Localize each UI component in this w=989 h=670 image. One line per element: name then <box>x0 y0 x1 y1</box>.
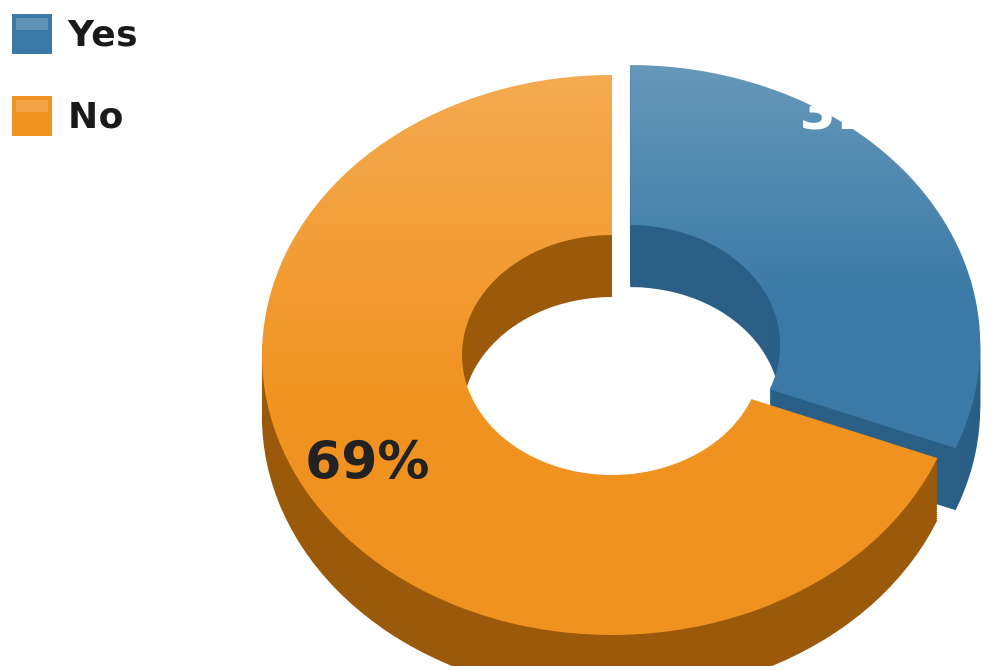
legend: Yes No <box>12 14 138 178</box>
legend-label-yes: Yes <box>68 13 139 55</box>
legend-label-no: No <box>68 95 124 137</box>
legend-item-yes: Yes <box>12 13 139 55</box>
legend-swatch-no <box>12 96 52 136</box>
legend-item-no: No <box>12 95 138 137</box>
data-label-no: 69% <box>305 431 429 491</box>
legend-swatch-yes <box>12 14 52 54</box>
slice-no-highlight <box>261 75 938 635</box>
data-label-yes: 31% <box>800 82 924 142</box>
slice-yes-highlight <box>630 65 981 449</box>
